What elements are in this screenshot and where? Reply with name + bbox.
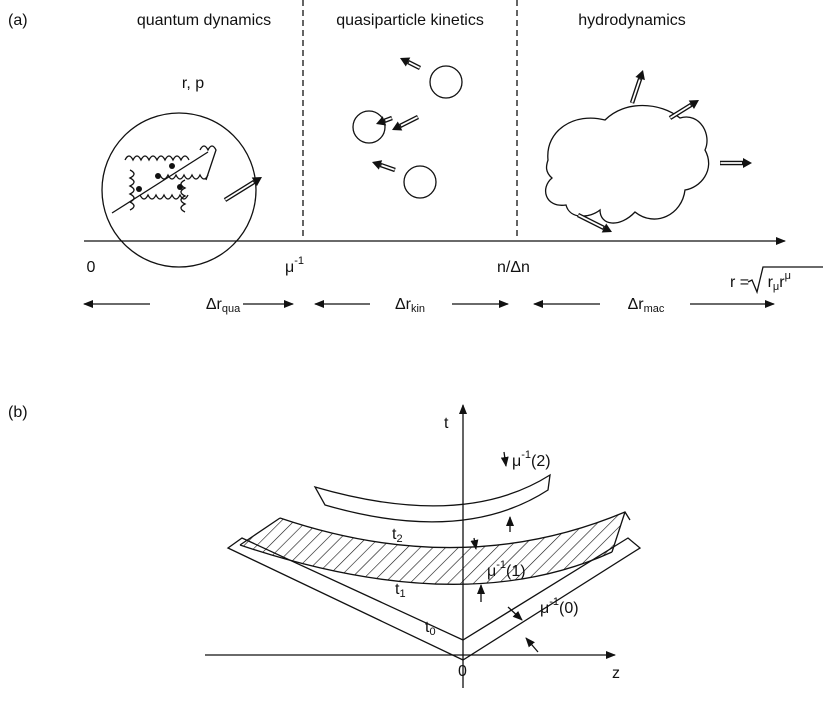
region-label: hydrodynamics xyxy=(578,12,686,29)
motion-arrow xyxy=(670,105,690,117)
region-label: quantum dynamics xyxy=(137,12,271,29)
motion-arrow xyxy=(578,215,603,227)
axis-label: n/Δn xyxy=(497,259,530,276)
quasiparticle xyxy=(353,111,385,143)
quasiparticle xyxy=(430,66,462,98)
figure: (a) quantum dynamics quasiparticle kinet… xyxy=(0,0,827,713)
motion-arrow xyxy=(225,182,253,199)
fluid-blob xyxy=(546,106,709,224)
motion-arrow xyxy=(743,158,752,168)
range-label: Δrkin xyxy=(395,296,425,315)
range-label: Δrqua xyxy=(206,296,241,315)
time-label: t0 xyxy=(425,619,436,638)
axis-label: z xyxy=(612,665,620,682)
axis-label: μ-1 xyxy=(285,255,304,276)
region-label: quasiparticle kinetics xyxy=(336,12,484,29)
width-label: μ-1(2) xyxy=(512,449,551,470)
axis-label: r = rμrμ xyxy=(730,270,791,293)
vertices xyxy=(136,163,183,192)
particle-label: r, p xyxy=(182,75,204,92)
motion-arrow xyxy=(401,117,418,125)
motion-arrows xyxy=(225,58,752,233)
axis-label: t xyxy=(444,415,449,432)
axis-label: 0 xyxy=(87,259,96,276)
time-label: t2 xyxy=(392,526,403,545)
gluon-lines xyxy=(112,146,216,213)
axis-label: 0 xyxy=(458,663,467,680)
panel-label: (a) xyxy=(8,12,28,29)
panel-label: (b) xyxy=(8,404,28,421)
band-t1 xyxy=(240,512,625,584)
band-t2 xyxy=(315,475,550,522)
motion-arrow xyxy=(632,79,640,102)
quantum-region xyxy=(102,113,256,267)
time-label: t1 xyxy=(395,581,406,600)
range-label: Δrmac xyxy=(628,296,665,315)
quasiparticle xyxy=(404,166,436,198)
